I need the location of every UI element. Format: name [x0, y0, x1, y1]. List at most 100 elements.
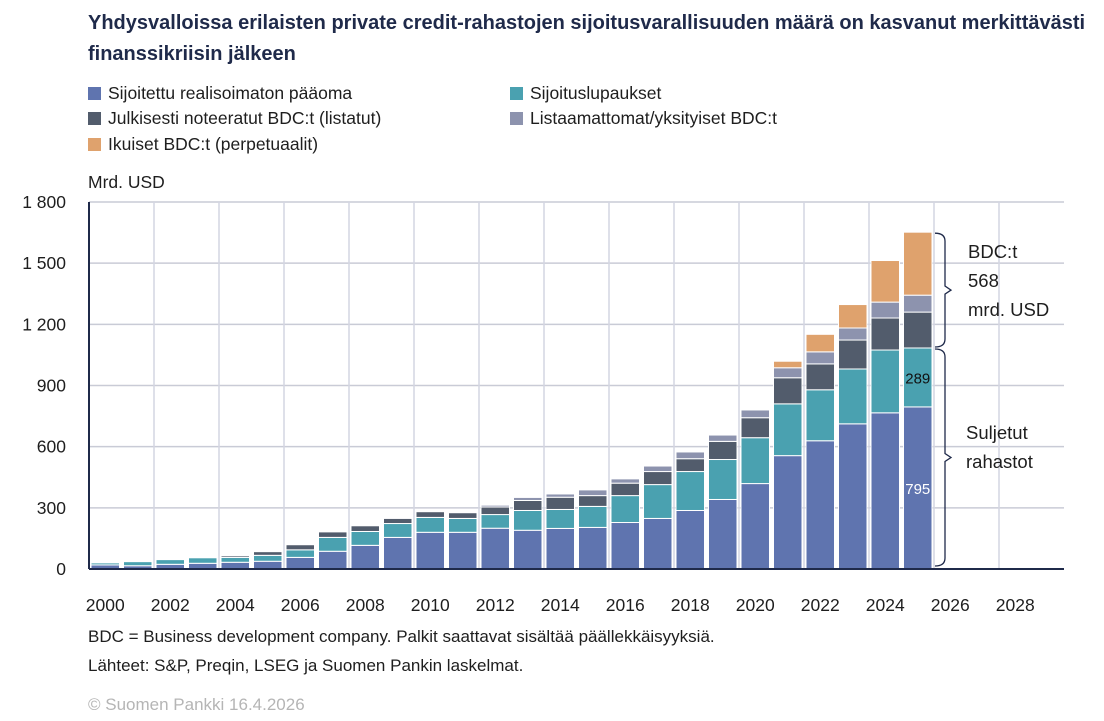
y-tick-label: 600 — [37, 437, 66, 457]
bar-segment — [643, 465, 673, 473]
data-label: 289 — [905, 370, 930, 387]
bar-segment — [578, 526, 608, 570]
legend-label: Listaamattomat/yksityiset BDC:t — [530, 108, 778, 128]
annotation-bdc: BDC:t — [968, 241, 1017, 262]
annotation-bdc: 568 — [968, 270, 999, 291]
bar-segment — [740, 437, 770, 485]
bar-segment — [773, 360, 803, 369]
bar-segment — [350, 544, 380, 570]
legend-swatch — [88, 87, 101, 100]
bar-segment — [740, 417, 770, 439]
bar-segment — [838, 423, 868, 570]
bar-segment — [480, 527, 510, 570]
source-note: Lähteet: S&P, Preqin, LSEG ja Suomen Pan… — [88, 656, 524, 675]
bar-segment — [675, 451, 705, 460]
chart-title: Yhdysvalloissa erilaisten private credit… — [88, 12, 1086, 65]
bar-segment — [805, 389, 835, 442]
x-tick-label: 2026 — [931, 595, 970, 615]
bar-segment — [285, 544, 315, 551]
annotation-bdc: mrd. USD — [968, 299, 1049, 320]
bar-segment — [870, 260, 900, 303]
bar-segment — [545, 493, 575, 498]
bar-segment — [350, 530, 380, 546]
bar-segment — [383, 517, 413, 525]
bar-segment — [220, 561, 250, 570]
data-label: 795 — [905, 481, 930, 498]
x-tick-label: 2012 — [476, 595, 515, 615]
bar-segment — [805, 440, 835, 570]
bar-segment — [578, 495, 608, 507]
bar-segment — [903, 294, 933, 313]
legend-item: Sijoitettu realisoimaton pääoma — [88, 83, 352, 104]
bar-segment — [773, 455, 803, 570]
legend-swatch — [88, 138, 101, 151]
bar-segment — [838, 327, 868, 341]
legend-item: Ikuiset BDC:t (perpetuaalit) — [88, 134, 318, 155]
y-tick-label: 1 800 — [22, 192, 66, 212]
bar-segment — [513, 529, 543, 570]
y-tick-label: 300 — [37, 498, 66, 518]
legend-label: Sijoitettu realisoimaton pääoma — [108, 83, 353, 103]
x-tick-label: 2020 — [736, 595, 775, 615]
y-axis-label: Mrd. USD — [88, 172, 165, 192]
legend-swatch — [510, 87, 523, 100]
bar-segment — [480, 504, 510, 508]
bar-segment — [350, 525, 380, 532]
bar-segment — [610, 478, 640, 484]
bar-segment — [448, 512, 478, 519]
bar-segment — [903, 347, 933, 408]
bar-segment — [708, 434, 738, 442]
legend-label: Sijoituslupaukset — [530, 83, 662, 103]
bar-segment — [415, 511, 445, 518]
bar-segment — [220, 555, 250, 558]
bar-segment — [740, 409, 770, 419]
legend-label: Ikuiset BDC:t (perpetuaalit) — [108, 134, 319, 154]
bar-segment — [513, 499, 543, 511]
bar-segment — [773, 377, 803, 405]
bar-segment — [675, 471, 705, 511]
bar-segment — [773, 367, 803, 379]
bar-segment — [870, 317, 900, 351]
legend-item: Listaamattomat/yksityiset BDC:t — [510, 108, 777, 129]
x-tick-label: 2004 — [216, 595, 255, 615]
bar-segment — [578, 505, 608, 528]
legend-swatch — [88, 112, 101, 125]
x-tick-label: 2022 — [801, 595, 840, 615]
x-tick-label: 2006 — [281, 595, 320, 615]
bar-segment — [838, 368, 868, 425]
bar-segment — [610, 482, 640, 497]
bar-segment — [578, 489, 608, 497]
bar-segment — [513, 509, 543, 531]
bar-segment — [253, 560, 283, 570]
bracket-bdc — [934, 232, 953, 348]
legend-item: Sijoituslupaukset — [510, 83, 661, 104]
bar-segment — [285, 556, 315, 570]
bar-segment — [903, 231, 933, 296]
bar-segment — [643, 484, 673, 519]
bar-segment — [773, 403, 803, 457]
bar-segment — [480, 506, 510, 516]
bar-segment — [545, 508, 575, 529]
annotation-closed-funds: Suljetut — [966, 422, 1028, 443]
bar-segment — [708, 459, 738, 500]
annotation-closed-funds: rahastot — [966, 451, 1033, 472]
bar-segment — [708, 498, 738, 570]
bar-segment — [285, 549, 315, 558]
bar-segment — [188, 557, 218, 564]
bar-segment — [90, 562, 120, 566]
bar-segment — [513, 496, 543, 501]
x-tick-label: 2028 — [996, 595, 1035, 615]
y-tick-label: 900 — [37, 376, 66, 396]
bracket-closed-funds — [934, 348, 953, 567]
x-tick-label: 2024 — [866, 595, 905, 615]
bar-segment — [155, 559, 185, 565]
bar-segment — [318, 531, 348, 538]
y-tick-label: 0 — [56, 559, 66, 579]
bar-segment — [220, 556, 250, 563]
bar-segment — [838, 304, 868, 329]
bar-segment — [545, 527, 575, 570]
bar-segment — [675, 458, 705, 473]
bar-segment — [415, 531, 445, 570]
